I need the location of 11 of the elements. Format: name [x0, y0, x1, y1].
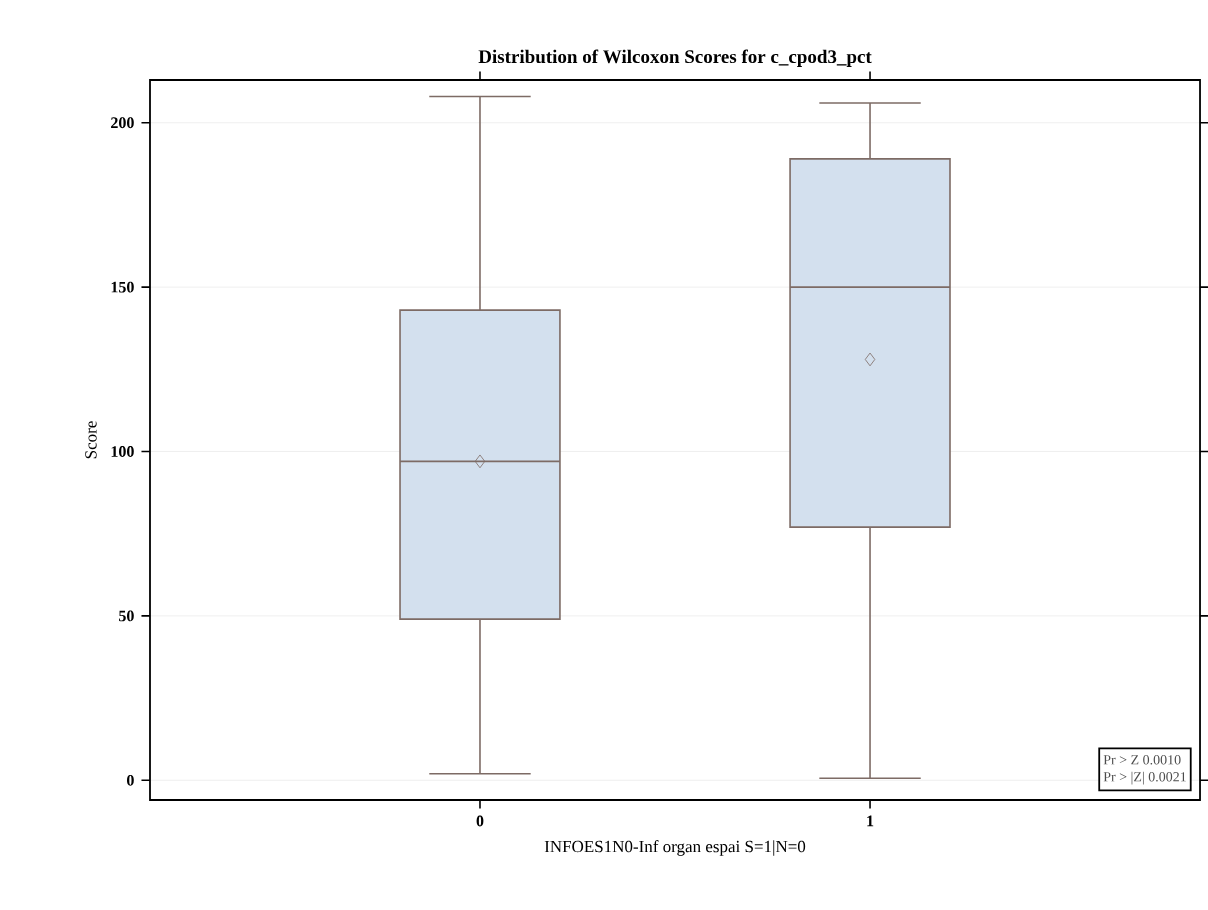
- x-axis-title: INFOES1N0-Inf organ espai S=1|N=0: [544, 840, 806, 856]
- y-tick-label: 200: [111, 117, 134, 129]
- annotation: Pr > Z 0.0010: [1103, 755, 1181, 765]
- x-tick-label: 1: [867, 815, 874, 827]
- y-tick-label: 100: [111, 446, 134, 457]
- annotation: Pr > |Z| 0.0021: [1103, 771, 1186, 785]
- y-tick-label: 50: [119, 610, 134, 622]
- y-tick-label: 150: [111, 281, 134, 293]
- y-axis-title: Score: [85, 421, 97, 459]
- y-tick-label: 0: [127, 774, 134, 786]
- chart-title: Distribution of Wilcoxon Scores for c_cpod3_pct: [478, 49, 872, 67]
